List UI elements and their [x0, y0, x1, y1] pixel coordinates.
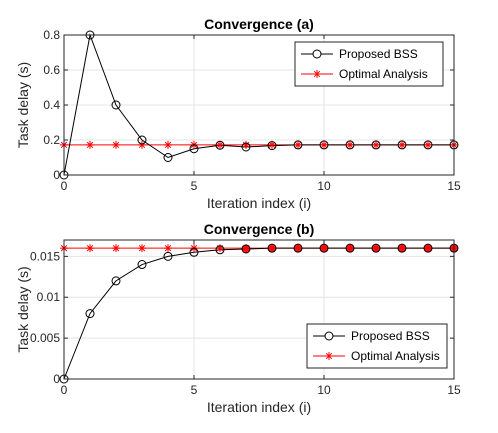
data-point-optimal-analysis	[294, 140, 302, 149]
data-point-proposed-bss	[137, 135, 147, 145]
data-point-proposed-bss	[163, 251, 173, 261]
x-axis-label: Iteration index (i)	[207, 195, 311, 211]
x-tick-label: 5	[191, 179, 198, 193]
chart-title: Convergence (a)	[204, 16, 314, 32]
data-point-proposed-bss	[215, 140, 225, 150]
y-tick-label: 0.6	[43, 63, 60, 77]
data-point-proposed-bss	[111, 100, 121, 110]
legend-marker-optimal-analysis	[325, 352, 333, 360]
data-point-proposed-bss	[319, 243, 329, 253]
y-tick-label: 0.4	[43, 98, 60, 112]
data-point-optimal-analysis	[164, 140, 172, 149]
data-point-optimal-analysis	[112, 244, 120, 253]
data-point-proposed-bss	[215, 245, 225, 255]
x-tick-label: 10	[317, 383, 331, 397]
data-point-proposed-bss	[293, 140, 303, 150]
series-line-proposed-bss	[63, 33, 454, 176]
data-point-optimal-analysis	[320, 140, 328, 149]
data-point-optimal-analysis	[138, 244, 146, 253]
data-point-proposed-bss	[137, 260, 147, 270]
legend-label: Optimal Analysis	[339, 67, 428, 81]
y-tick-label: 0	[53, 168, 60, 182]
axes-box	[63, 239, 455, 380]
x-tick-label: 0	[61, 383, 68, 397]
data-point-optimal-analysis	[398, 140, 406, 149]
data-point-optimal-analysis	[346, 140, 354, 149]
data-point-proposed-bss	[319, 140, 329, 150]
data-point-proposed-bss	[345, 243, 355, 253]
data-point-proposed-bss	[267, 243, 277, 253]
asterisk-stroke	[313, 70, 321, 78]
legend-marker-proposed-bss	[324, 331, 334, 341]
chart-title: Convergence (b)	[204, 221, 314, 237]
y-tick-label: 0.2	[43, 133, 60, 147]
x-tick-label: 15	[447, 179, 461, 193]
data-point-optimal-analysis	[164, 244, 172, 253]
x-tick-label: 5	[191, 383, 198, 397]
y-axis-label: Task delay (s)	[15, 62, 31, 148]
data-point-proposed-bss	[371, 243, 381, 253]
y-tick-label: 0.01	[37, 290, 61, 304]
y-tick-label: 0.8	[43, 28, 60, 42]
data-point-proposed-bss	[397, 140, 407, 150]
legend-marker-optimal-analysis	[313, 70, 321, 78]
y-axis-label: Task delay (s)	[15, 266, 31, 352]
series-line-proposed-bss	[63, 247, 454, 380]
data-point-proposed-bss	[241, 244, 251, 254]
x-axis-label: Iteration index (i)	[207, 399, 311, 415]
data-point-proposed-bss	[189, 247, 199, 257]
legend-box	[294, 41, 444, 87]
y-tick-label: 0	[53, 372, 60, 386]
y-tick-label: 0.015	[30, 249, 60, 263]
legend-label: Proposed BSS	[351, 329, 430, 343]
x-tick-label: 10	[317, 179, 331, 193]
data-point-optimal-analysis	[216, 140, 224, 149]
data-point-optimal-analysis	[138, 140, 146, 149]
data-point-proposed-bss	[163, 153, 173, 162]
data-point-proposed-bss	[423, 243, 433, 253]
data-point-proposed-bss	[85, 309, 95, 319]
data-point-optimal-analysis	[86, 244, 94, 253]
data-point-proposed-bss	[345, 140, 355, 150]
data-point-proposed-bss	[397, 243, 407, 253]
data-point-proposed-bss	[267, 141, 277, 151]
data-point-optimal-analysis	[112, 140, 120, 149]
data-point-optimal-analysis	[86, 140, 94, 149]
y-tick-label: 0.005	[30, 331, 60, 345]
legend-box	[306, 323, 448, 369]
data-point-optimal-analysis	[424, 140, 432, 149]
x-tick-label: 15	[447, 383, 461, 397]
x-tick-label: 0	[61, 179, 68, 193]
data-point-optimal-analysis	[372, 140, 380, 149]
legend-label: Optimal Analysis	[351, 349, 440, 363]
data-point-proposed-bss	[293, 243, 303, 253]
data-point-proposed-bss	[111, 276, 121, 286]
legend-marker-proposed-bss	[312, 49, 322, 59]
data-point-proposed-bss	[241, 142, 251, 152]
data-point-proposed-bss	[189, 144, 199, 154]
asterisk-stroke	[325, 352, 333, 360]
data-point-proposed-bss	[423, 140, 433, 150]
data-point-proposed-bss	[371, 140, 381, 150]
data-point-optimal-analysis	[268, 140, 276, 149]
legend-label: Proposed BSS	[339, 47, 418, 61]
